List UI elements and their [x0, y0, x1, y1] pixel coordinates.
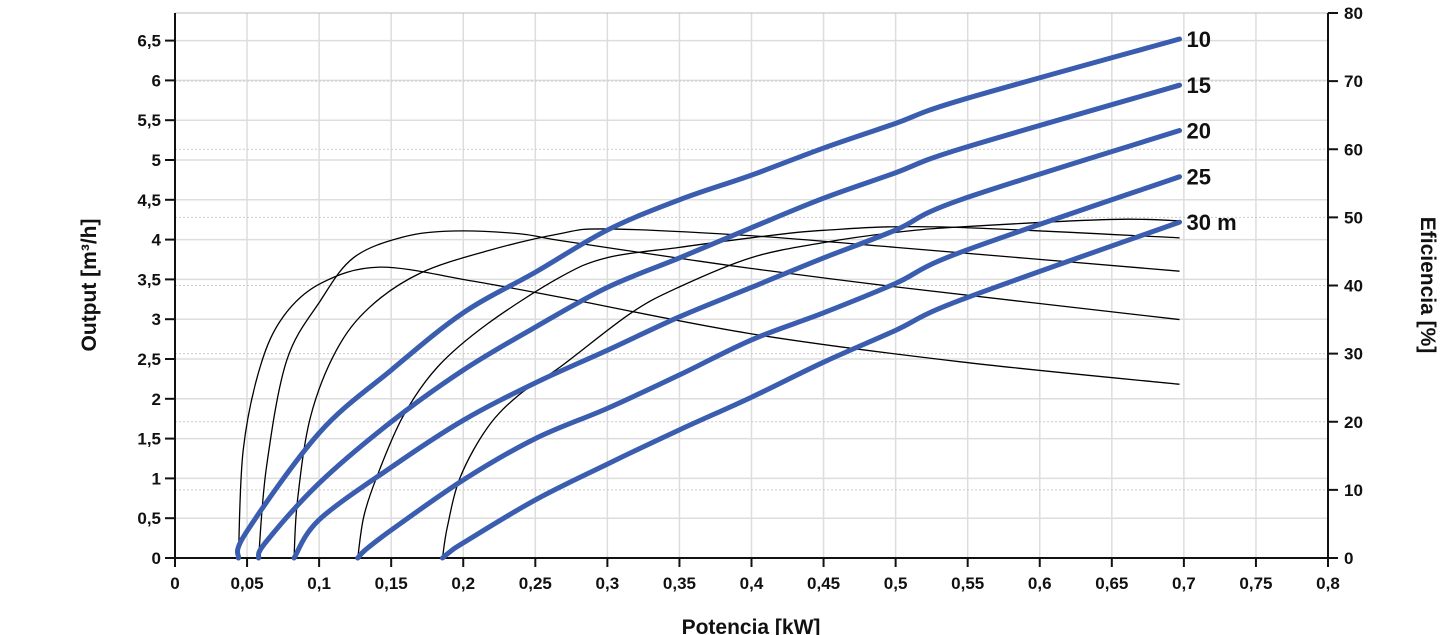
x-tick-label: 0,55: [951, 574, 984, 593]
y2-tick-label: 40: [1344, 277, 1363, 296]
y-tick-label: 5,5: [137, 111, 161, 130]
output-curve: [291, 128, 1183, 561]
y-tick-label: 6,5: [137, 32, 161, 51]
y2-tick-label: 10: [1344, 481, 1363, 500]
y-tick-label: 0: [152, 549, 161, 568]
efficiency-curve: [257, 230, 1180, 559]
output-curves: 10 15 20 25 30 m: [234, 27, 1237, 561]
curve-head-label: 30 m: [1187, 210, 1237, 235]
axes: [165, 12, 1338, 567]
efficiency-curve: [357, 225, 1180, 559]
y-tick-label: 2,5: [137, 350, 161, 369]
curve-head-label: 15: [1187, 73, 1211, 98]
x-axis-title: Potencia [kW]: [682, 616, 821, 635]
x-tick-label: 0,7: [1172, 574, 1196, 593]
x-tick-label: 0,65: [1095, 574, 1128, 593]
tick-labels: 0 0,05 0,1 0,15 0,2 0,25 0,3 0,35 0,4 0,45 0,5 0,55…: [137, 4, 1363, 593]
y2-tick-label: 80: [1344, 4, 1363, 23]
y-tick-label: 1: [152, 469, 161, 488]
x-tick-label: 0,1: [307, 574, 331, 593]
x-tick-label: 0,25: [519, 574, 552, 593]
y2-tick-label: 60: [1344, 140, 1363, 159]
output-curve: [256, 82, 1183, 561]
y2-tick-label: 0: [1344, 549, 1353, 568]
curve-head-label: 25: [1187, 165, 1211, 190]
x-tick-label: 0,6: [1028, 574, 1052, 593]
x-tick-label: 0,5: [884, 574, 908, 593]
output-curve: [355, 174, 1183, 561]
x-tick-label: 0,4: [740, 574, 764, 593]
curve-head-label: 20: [1187, 119, 1211, 144]
x-tick-label: 0,05: [231, 574, 264, 593]
output-curve: [439, 219, 1183, 561]
x-tick-label: 0,15: [375, 574, 408, 593]
x-tick-label: 0: [170, 574, 179, 593]
y-tick-label: 5: [152, 151, 161, 170]
y-tick-label: 3: [152, 310, 161, 329]
x-tick-label: 0,2: [451, 574, 475, 593]
y-tick-label: 4: [152, 231, 162, 250]
x-tick-label: 0,75: [1239, 574, 1272, 593]
y2-tick-label: 20: [1344, 413, 1363, 432]
output-curve: [234, 36, 1183, 561]
y-axis-title: Output [m³/h]: [78, 219, 101, 352]
x-tick-label: 0,45: [807, 574, 840, 593]
y2-tick-label: 50: [1344, 208, 1363, 227]
y-tick-label: 1,5: [137, 430, 161, 449]
x-tick-label: 0,8: [1316, 574, 1340, 593]
y-tick-label: 2: [152, 390, 161, 409]
y-tick-label: 0,5: [137, 509, 161, 528]
x-tick-label: 0,3: [596, 574, 620, 593]
y-tick-label: 3,5: [137, 270, 161, 289]
x-tick-label: 0,35: [663, 574, 696, 593]
y-tick-label: 4,5: [137, 191, 161, 210]
efficiency-curve: [237, 266, 1180, 559]
curve-head-label: 10: [1187, 27, 1211, 52]
y2-tick-label: 70: [1344, 72, 1363, 91]
efficiency-curve: [441, 218, 1180, 559]
y2-axis-title: Eficiencia [%]: [1416, 217, 1439, 354]
y-tick-label: 6: [152, 71, 161, 90]
y2-tick-label: 30: [1344, 345, 1363, 364]
